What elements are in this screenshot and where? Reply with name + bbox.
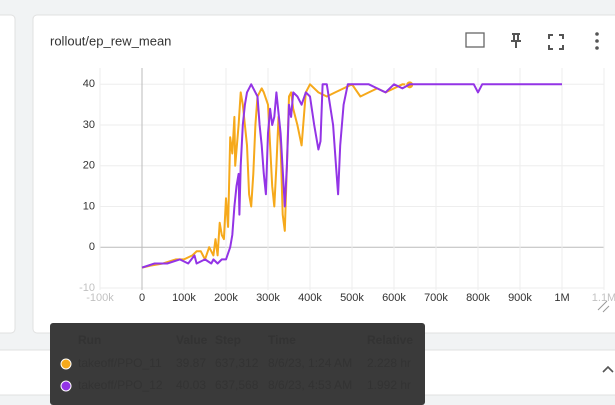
tooltip-cell: 8/6/23, 1:24 AM [268,356,352,370]
tooltip-cell: takeoff/PPO_12 [78,378,163,392]
x-tick-label: 500k [340,292,364,304]
tooltip-header: Value [176,333,208,347]
tooltip-cell: 39.87 [176,356,206,370]
fullscreen-icon[interactable] [548,34,564,50]
x-tick-label: 900k [508,292,532,304]
tooltip-header: Run [78,333,101,347]
tooltip-cell: 8/6/23, 4:53 AM [268,378,352,392]
tooltip-cell: 637,312 [215,356,259,370]
tooltip-header: Step [215,333,241,347]
series-line [141,83,562,269]
expand-icon[interactable] [602,365,614,373]
run-swatch [60,380,72,392]
menu-icon[interactable] [595,32,599,50]
tooltip-cell: 40.03 [176,378,206,392]
pin-icon[interactable] [511,33,521,48]
tooltip-cell: 637,568 [215,378,259,392]
y-tick-label: 10 [83,200,95,212]
tooltip-header: Relative [367,333,413,347]
tooltip: Run Value Step Time Relative takeoff/PPO_11 39… [50,323,425,405]
series-line [141,83,410,269]
x-tick-label: -100k [86,292,114,304]
y-tick-label: 20 [83,160,95,172]
x-tick-label: 1M [554,292,569,304]
x-tick-label: 0 [139,292,145,304]
x-tick-label: 400k [298,292,322,304]
run-swatch [60,358,72,370]
x-tick-label: 800k [466,292,490,304]
y-tick-label: 40 [83,78,95,90]
y-tick-label: -10 [79,282,95,294]
x-tick-label: 100k [172,292,196,304]
chart-card [32,14,615,334]
x-tick-label: 300k [256,292,280,304]
x-tick-label: 200k [214,292,238,304]
card-title: rollout/ep_rew_mean [50,33,171,48]
tooltip-cell: 2.228 hr [367,356,411,370]
y-tick-label: 0 [89,241,95,253]
tooltip-bg [50,323,425,405]
y-tick-label: 30 [83,119,95,131]
plot: -10 0 10 20 30 40 -100k 0 100k 200k 300k 400k 500k 60… [79,68,615,304]
tooltip-cell: takeoff/PPO_11 [78,356,162,370]
x-tick-label: 600k [382,292,406,304]
resize-handle[interactable] [597,300,610,313]
x-tick-label: 1.1M [592,292,615,304]
tooltip-cell: 1.992 hr [367,378,411,392]
fit-icon[interactable] [465,32,485,48]
tooltip-header: Time [268,333,296,347]
x-tick-label: 700k [424,292,448,304]
side-card [0,14,16,334]
